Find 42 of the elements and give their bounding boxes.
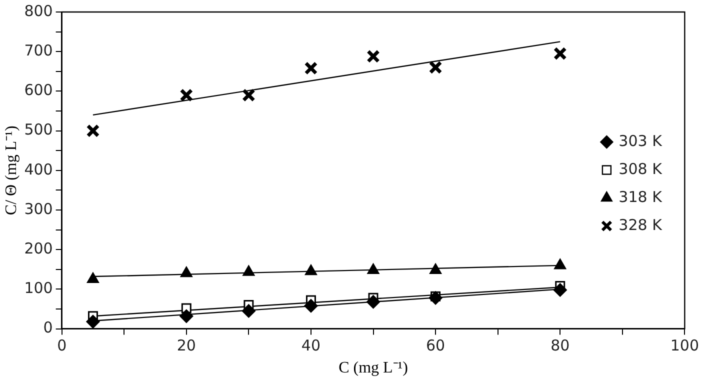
point: [242, 88, 256, 102]
point: [305, 264, 317, 276]
legend-label: 303 K: [618, 132, 664, 150]
point: [242, 304, 256, 318]
y-tick-label: 0: [43, 318, 53, 337]
point: [367, 263, 380, 274]
y-tick-label: 200: [24, 239, 53, 258]
point: [430, 263, 442, 274]
x-axis-title: C (mg L⁻¹): [338, 360, 408, 377]
y-tick-label: 800: [24, 2, 53, 20]
point: [242, 265, 255, 276]
legend-label: 328 K: [618, 216, 664, 234]
y-tick-label: 500: [24, 120, 53, 139]
point: [553, 46, 567, 60]
point: [553, 283, 567, 297]
legend-label: 308 K: [618, 160, 664, 178]
point: [86, 124, 100, 138]
point: [428, 291, 442, 305]
point: [554, 258, 566, 270]
x-tick-label: 100: [670, 336, 700, 355]
y-tick-label: 600: [24, 81, 53, 100]
point: [180, 309, 194, 323]
point: [428, 60, 442, 74]
point: [180, 88, 194, 102]
y-axis-title: C/ Θ (mg L⁻¹): [2, 126, 20, 216]
point: [304, 62, 318, 75]
point: [366, 50, 380, 64]
legend-label: 318 K: [618, 188, 664, 206]
y-tick-label: 300: [24, 200, 53, 218]
point: [180, 266, 192, 278]
point: [87, 272, 99, 284]
x-tick-label: 60: [426, 336, 446, 355]
x-tick-label: 40: [301, 336, 321, 355]
y-tick-label: 400: [24, 160, 53, 178]
x-tick-label: 0: [57, 336, 67, 355]
point: [86, 314, 100, 328]
point: [366, 295, 380, 309]
x-tick-label: 20: [176, 336, 196, 355]
point: [304, 299, 318, 313]
x-tick-label: 80: [550, 336, 570, 355]
y-tick-label: 100: [24, 279, 53, 298]
y-tick-label: 700: [24, 41, 53, 60]
